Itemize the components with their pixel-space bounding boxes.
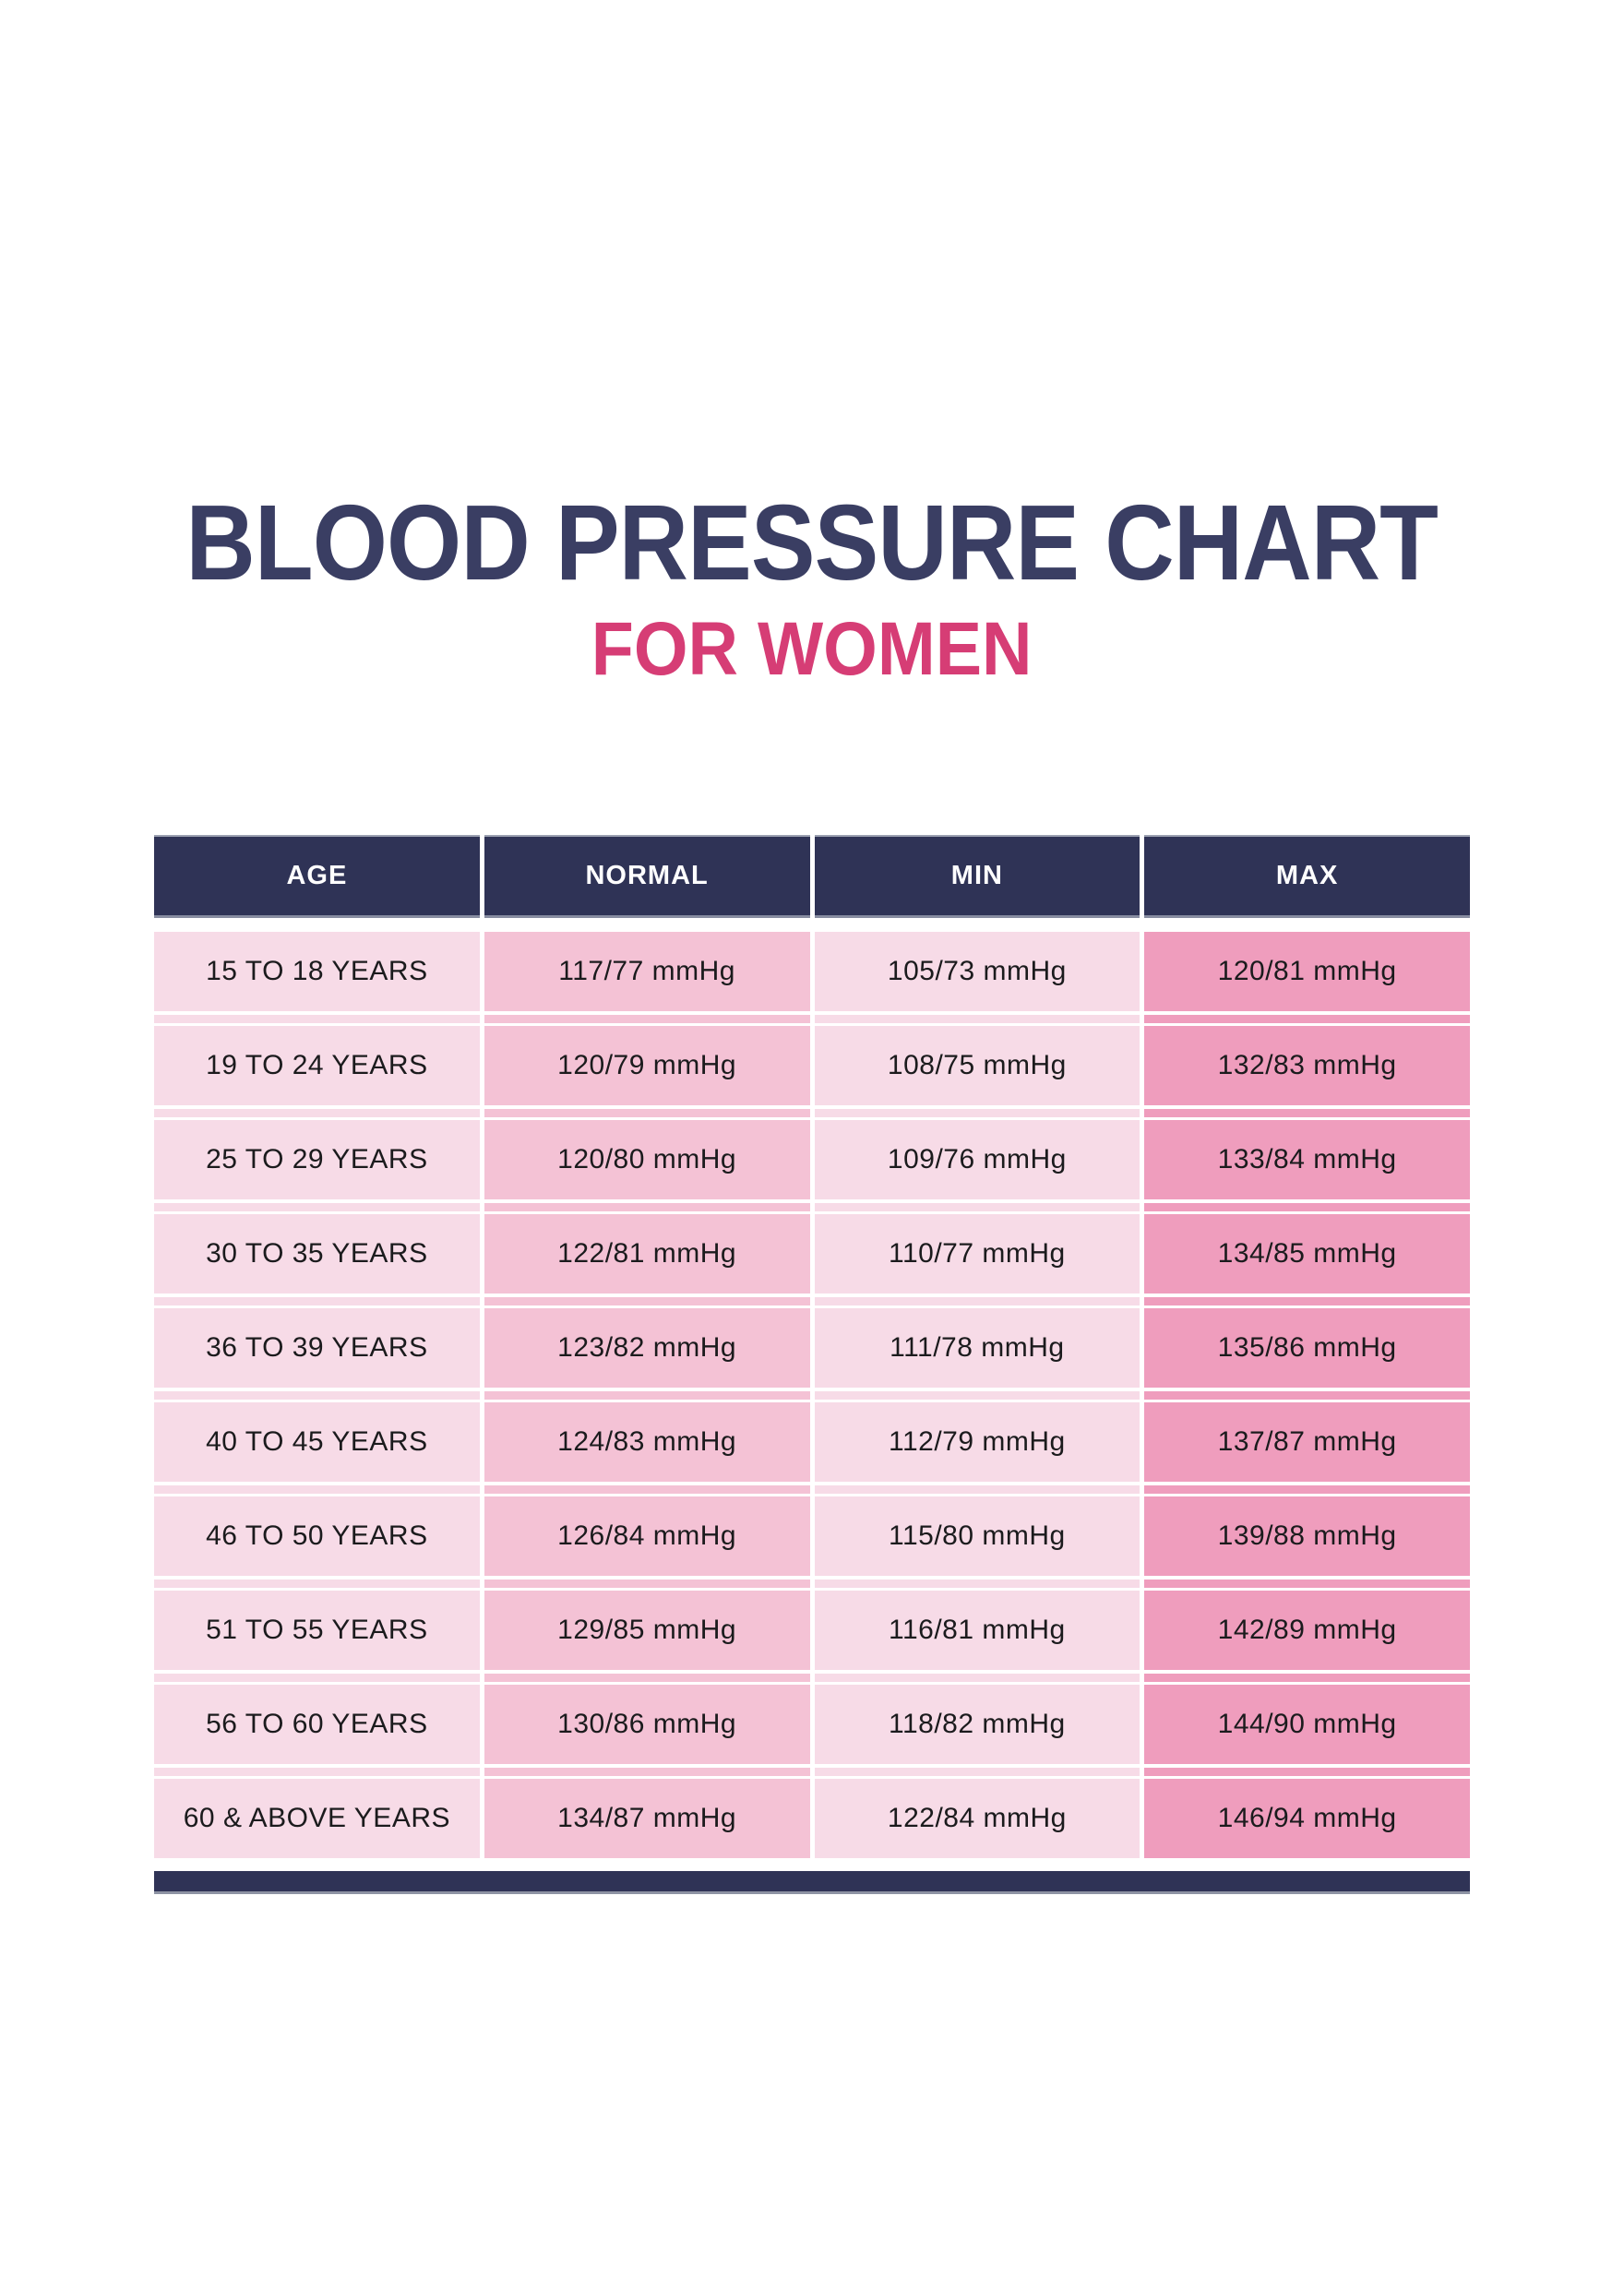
table-cell-age: 36 TO 39 YEARS [154, 1308, 480, 1400]
table-row: 40 TO 45 YEARS 124/83 mmHg 112/79 mmHg 137/… [154, 1402, 1470, 1494]
page-title: BLOOD PRESSURE CHART [185, 483, 1439, 602]
table-cell-normal: 120/79 mmHg [484, 1026, 810, 1117]
table-cell-age: 25 TO 29 YEARS [154, 1120, 480, 1211]
table-cell-min: 116/81 mmHg [814, 1591, 1140, 1682]
table-cell-min: 110/77 mmHg [814, 1214, 1140, 1305]
header-cell-max: MAX [1144, 835, 1470, 918]
table-cell-min: 105/73 mmHg [814, 932, 1140, 1023]
table-row: 60 & ABOVE YEARS 134/87 mmHg 122/84 mmHg 14… [154, 1779, 1470, 1858]
table-cell-normal: 129/85 mmHg [484, 1591, 810, 1682]
table-cell-age: 30 TO 35 YEARS [154, 1214, 480, 1305]
table-cell-age: 40 TO 45 YEARS [154, 1402, 480, 1494]
table-cell-normal: 126/84 mmHg [484, 1496, 810, 1588]
table-cell-max: 132/83 mmHg [1144, 1026, 1470, 1117]
table-row: 46 TO 50 YEARS 126/84 mmHg 115/80 mmHg 139/… [154, 1496, 1470, 1588]
table-row: 36 TO 39 YEARS 123/82 mmHg 111/78 mmHg 135/… [154, 1308, 1470, 1400]
table-cell-normal: 122/81 mmHg [484, 1214, 810, 1305]
table-cell-min: 122/84 mmHg [814, 1779, 1140, 1858]
table-cell-age: 60 & ABOVE YEARS [154, 1779, 480, 1858]
table-cell-normal: 123/82 mmHg [484, 1308, 810, 1400]
table-cell-normal: 124/83 mmHg [484, 1402, 810, 1494]
table-cell-normal: 117/77 mmHg [484, 932, 810, 1023]
table-cell-age: 46 TO 50 YEARS [154, 1496, 480, 1588]
table-header-row: AGE NORMAL MIN MAX [154, 835, 1470, 918]
table-cell-age: 15 TO 18 YEARS [154, 932, 480, 1023]
table-cell-min: 112/79 mmHg [814, 1402, 1140, 1494]
header-cell-min: MIN [814, 835, 1140, 918]
subtitle-block: FOR WOMEN [0, 612, 1624, 687]
table-row: 56 TO 60 YEARS 130/86 mmHg 118/82 mmHg 144/… [154, 1685, 1470, 1776]
page-subtitle: FOR WOMEN [591, 607, 1033, 691]
table-cell-max: 144/90 mmHg [1144, 1685, 1470, 1776]
table-cell-min: 115/80 mmHg [814, 1496, 1140, 1588]
header-cell-age: AGE [154, 835, 480, 918]
table-cell-age: 56 TO 60 YEARS [154, 1685, 480, 1776]
table-cell-age: 19 TO 24 YEARS [154, 1026, 480, 1117]
table-cell-max: 120/81 mmHg [1144, 932, 1470, 1023]
table-row: 25 TO 29 YEARS 120/80 mmHg 109/76 mmHg 133/… [154, 1120, 1470, 1211]
table-cell-age: 51 TO 55 YEARS [154, 1591, 480, 1682]
table-cell-max: 139/88 mmHg [1144, 1496, 1470, 1588]
table-cell-max: 142/89 mmHg [1144, 1591, 1470, 1682]
table-row: 30 TO 35 YEARS 122/81 mmHg 110/77 mmHg 134/… [154, 1214, 1470, 1305]
table-cell-max: 137/87 mmHg [1144, 1402, 1470, 1494]
table-cell-max: 146/94 mmHg [1144, 1779, 1470, 1858]
table-cell-max: 135/86 mmHg [1144, 1308, 1470, 1400]
table-row: 15 TO 18 YEARS 117/77 mmHg 105/73 mmHg 120/… [154, 932, 1470, 1023]
blood-pressure-table: AGE NORMAL MIN MAX 15 TO 18 YEARS 117/77 … [154, 835, 1470, 1894]
table-body: 15 TO 18 YEARS 117/77 mmHg 105/73 mmHg 120/… [154, 932, 1470, 1858]
table-cell-normal: 134/87 mmHg [484, 1779, 810, 1858]
table-cell-normal: 120/80 mmHg [484, 1120, 810, 1211]
title-block: BLOOD PRESSURE CHART [0, 489, 1624, 596]
table-row: 19 TO 24 YEARS 120/79 mmHg 108/75 mmHg 132/… [154, 1026, 1470, 1117]
header-cell-normal: NORMAL [484, 835, 810, 918]
table-row: 51 TO 55 YEARS 129/85 mmHg 116/81 mmHg 142/… [154, 1591, 1470, 1682]
table-cell-max: 133/84 mmHg [1144, 1120, 1470, 1211]
table-cell-normal: 130/86 mmHg [484, 1685, 810, 1776]
table-cell-min: 109/76 mmHg [814, 1120, 1140, 1211]
bottom-bar [154, 1871, 1470, 1894]
table-cell-min: 111/78 mmHg [814, 1308, 1140, 1400]
table-cell-min: 118/82 mmHg [814, 1685, 1140, 1776]
table-cell-min: 108/75 mmHg [814, 1026, 1140, 1117]
table-cell-max: 134/85 mmHg [1144, 1214, 1470, 1305]
